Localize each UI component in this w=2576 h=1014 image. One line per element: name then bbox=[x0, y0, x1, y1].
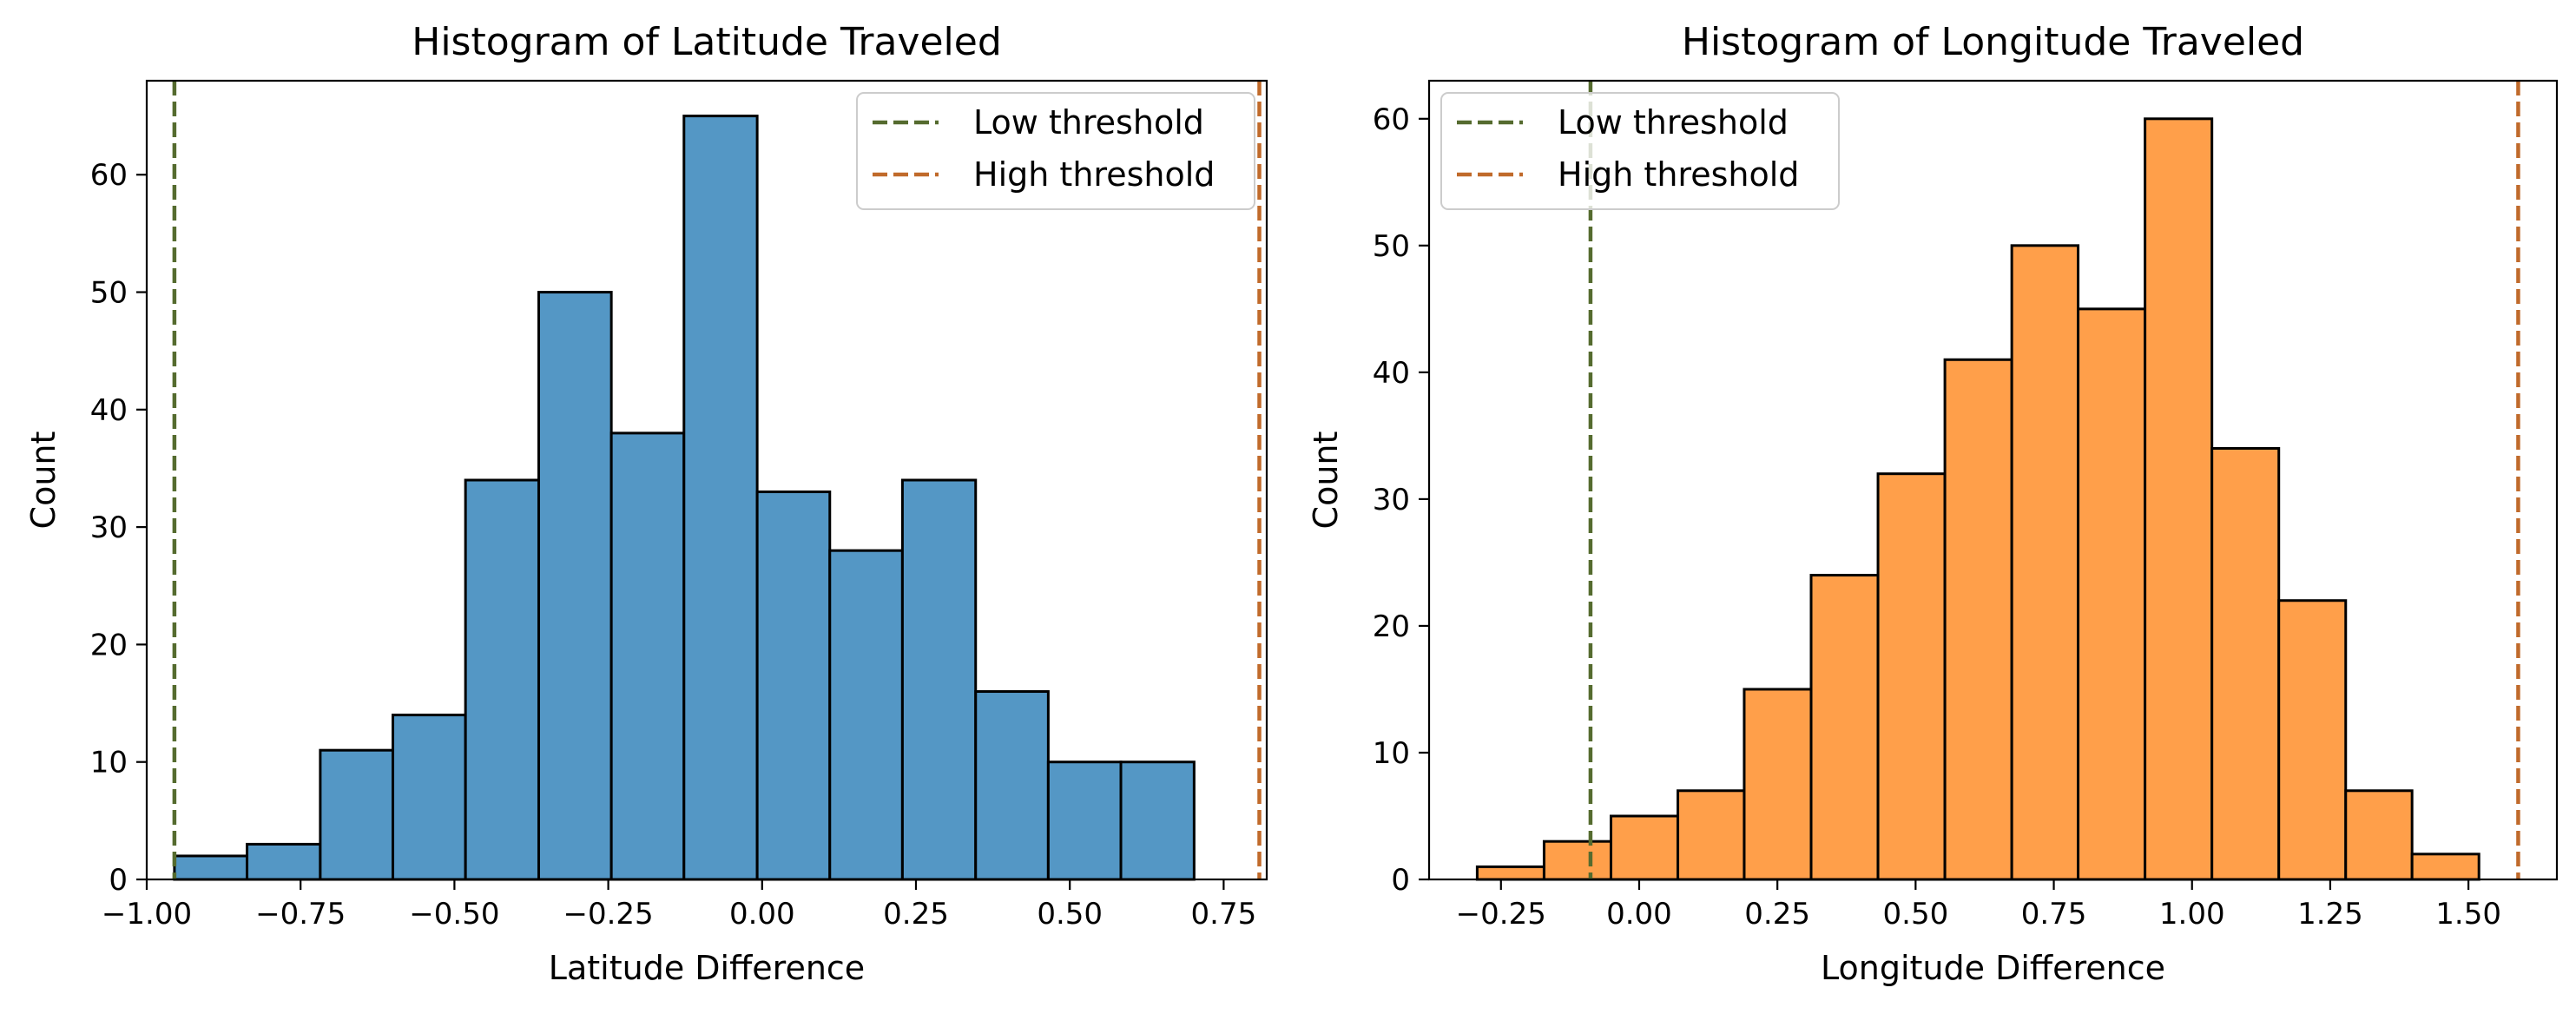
y-tick-label: 0 bbox=[1391, 863, 1410, 898]
histogram-bar bbox=[2010, 244, 2080, 881]
histogram-bar bbox=[2210, 446, 2281, 881]
histogram-bar bbox=[2077, 307, 2147, 881]
x-tick-label: 1.25 bbox=[2297, 897, 2363, 932]
histogram-bar bbox=[682, 115, 759, 881]
y-tick-label: 20 bbox=[90, 628, 128, 662]
y-tick-label: 40 bbox=[90, 393, 128, 428]
histogram-bar bbox=[755, 491, 832, 881]
histogram-bar bbox=[900, 478, 978, 881]
histogram-bar bbox=[2344, 789, 2414, 881]
histogram-bar bbox=[2144, 117, 2214, 881]
histogram-bar bbox=[319, 748, 395, 881]
y-tick-label: 30 bbox=[1373, 483, 1410, 517]
legend-label: Low threshold bbox=[973, 103, 1204, 142]
histogram-bar bbox=[464, 478, 541, 881]
histogram-bar bbox=[1609, 814, 1680, 881]
chart-title: Histogram of Latitude Traveled bbox=[412, 20, 1002, 64]
x-tick-label: 0.25 bbox=[1744, 897, 1810, 932]
x-tick-label: 0.75 bbox=[1191, 897, 1257, 932]
histogram-bar bbox=[173, 854, 249, 881]
y-tick-label: 60 bbox=[1373, 102, 1410, 137]
x-tick-label: 0.50 bbox=[1883, 897, 1949, 932]
y-tick-label: 60 bbox=[90, 158, 128, 193]
legend: Low threshold High threshold bbox=[856, 92, 1255, 210]
x-axis-label: Latitude Difference bbox=[549, 949, 865, 987]
histogram-bar bbox=[828, 549, 904, 881]
x-tick-label: −1.00 bbox=[102, 897, 192, 932]
histogram-bar bbox=[2277, 599, 2348, 881]
histogram-bar bbox=[1542, 840, 1612, 881]
x-tick-label: −0.75 bbox=[255, 897, 346, 932]
y-tick-label: 40 bbox=[1373, 356, 1410, 391]
y-axis-label: Count bbox=[1307, 431, 1345, 530]
x-tick-label: −0.25 bbox=[563, 897, 653, 932]
legend: Low threshold High threshold bbox=[1440, 92, 1840, 210]
y-tick-label: 30 bbox=[90, 510, 128, 545]
x-tick-label: 1.00 bbox=[2159, 897, 2225, 932]
histogram-bar bbox=[1475, 865, 1545, 881]
x-tick-label: 0.00 bbox=[1606, 897, 1672, 932]
chart-panel-2: −0.25 0.00 0.25 0.50 0.75 1.00 1.25 1.50 0 10 20 30… bbox=[1307, 20, 2559, 987]
histogram-bar bbox=[1743, 688, 1813, 881]
chart-panel-1: −1.00 −0.75 −0.50 −0.25 0.00 0.25 0.50 0.75 0 10 2… bbox=[24, 20, 1268, 987]
y-tick-label: 10 bbox=[90, 746, 128, 780]
x-tick-label: −0.25 bbox=[1456, 897, 1546, 932]
histogram-bar bbox=[609, 431, 686, 881]
histogram-bar bbox=[1046, 760, 1123, 881]
x-tick-label: 0.75 bbox=[2021, 897, 2087, 932]
x-axis-label: Longitude Difference bbox=[1821, 949, 2165, 987]
legend-label: High threshold bbox=[973, 155, 1215, 194]
legend-label: High threshold bbox=[1558, 155, 1799, 194]
chart-title: Histogram of Longitude Traveled bbox=[1682, 20, 2304, 64]
x-tick-label: −0.50 bbox=[409, 897, 499, 932]
y-axis-label: Count bbox=[24, 431, 63, 530]
x-tick-label: 0.50 bbox=[1037, 897, 1103, 932]
y-tick-label: 50 bbox=[1373, 229, 1410, 264]
histogram-bar bbox=[2410, 853, 2480, 881]
y-tick-label: 50 bbox=[90, 276, 128, 311]
histogram-bar bbox=[1119, 760, 1196, 881]
legend-label: Low threshold bbox=[1558, 103, 1789, 142]
x-tick-label: 0.25 bbox=[883, 897, 949, 932]
histogram-bar bbox=[1943, 358, 2013, 881]
histogram-bar bbox=[537, 291, 613, 881]
histogram-bar bbox=[1809, 574, 1880, 881]
legend-box bbox=[1440, 92, 1840, 210]
y-tick-label: 0 bbox=[109, 863, 128, 898]
histogram-bar bbox=[1677, 789, 1746, 881]
histogram-bar bbox=[1876, 472, 1947, 881]
legend-box bbox=[856, 92, 1255, 210]
histogram-bar bbox=[392, 714, 467, 881]
histogram-bars bbox=[173, 115, 1196, 881]
y-tick-label: 10 bbox=[1373, 736, 1410, 771]
x-tick-label: 1.50 bbox=[2435, 897, 2501, 932]
histogram-bar bbox=[974, 690, 1050, 881]
histogram-bars bbox=[1475, 117, 2480, 881]
x-tick-label: 0.00 bbox=[729, 897, 795, 932]
axes-frame bbox=[145, 79, 1268, 881]
y-tick-label: 20 bbox=[1373, 609, 1410, 644]
axes-frame bbox=[1427, 79, 2559, 881]
histogram-bar bbox=[246, 842, 322, 881]
